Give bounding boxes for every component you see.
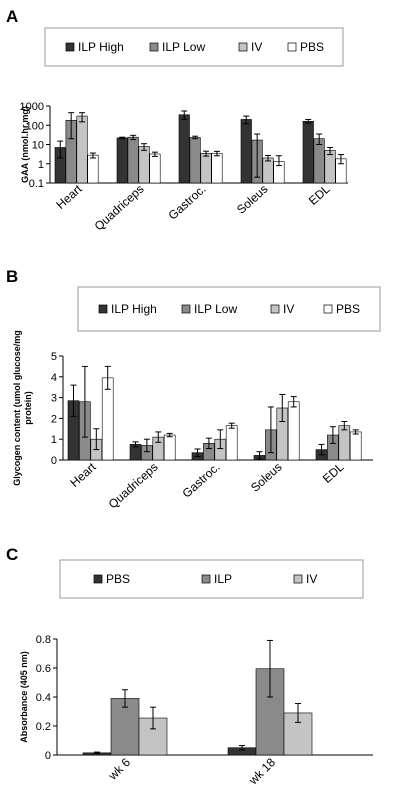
y-tick-label: 1000 bbox=[20, 101, 44, 113]
legend-swatch bbox=[323, 304, 333, 314]
panel-letter-c: C bbox=[6, 545, 18, 564]
chart-panel-c: PBS ILP IV 0 0.2 0.4 0.6 0.8 Absorbance (405 nm)… bbox=[19, 559, 373, 788]
y-tick-label: 0.8 bbox=[36, 634, 51, 646]
bar bbox=[240, 119, 252, 184]
bar bbox=[138, 717, 168, 756]
x-tick-label: wk 18 bbox=[245, 755, 278, 788]
legend-label: IV bbox=[306, 572, 317, 586]
y-tick-label: 5 bbox=[51, 351, 57, 363]
legend-swatch bbox=[181, 304, 191, 314]
x-tick-label: wk 6 bbox=[105, 755, 133, 783]
y-tick-label: 0.6 bbox=[36, 663, 51, 675]
y-tick-label: 0 bbox=[45, 750, 51, 762]
x-tick-label: EDL bbox=[306, 182, 333, 208]
bar bbox=[101, 377, 114, 461]
panel-letter-b: B bbox=[6, 267, 18, 286]
y-tick-label: 3 bbox=[51, 393, 57, 405]
chart-panel-b: ILP High ILP Low IV PBS 0 1 2 3 4 5 Glycogen conte… bbox=[12, 286, 381, 511]
bar bbox=[149, 153, 161, 184]
legend-swatch bbox=[238, 42, 248, 52]
y-tick-label: 0.4 bbox=[36, 692, 51, 704]
legend-label: PBS bbox=[300, 40, 324, 54]
y-tick-label: 100 bbox=[26, 120, 44, 132]
legend-swatch bbox=[270, 304, 280, 314]
legend-swatch bbox=[201, 574, 211, 584]
legend-label: ILP High bbox=[111, 302, 157, 316]
bar bbox=[211, 152, 223, 184]
bar bbox=[178, 114, 190, 184]
legend-swatch bbox=[98, 304, 108, 314]
y-tick-label: 2 bbox=[51, 413, 57, 425]
legend-label: IV bbox=[283, 302, 294, 316]
y-axis-label: Absorbance (405 nm) bbox=[19, 651, 29, 743]
legend-swatch bbox=[93, 574, 103, 584]
legend-label: PBS bbox=[106, 572, 130, 586]
legend-label: PBS bbox=[336, 302, 360, 316]
bar bbox=[225, 425, 238, 461]
bar bbox=[163, 434, 176, 461]
legend-swatch bbox=[293, 574, 303, 584]
x-tick-label: Soleus bbox=[234, 182, 271, 217]
legend-box bbox=[59, 559, 364, 599]
bar bbox=[87, 154, 99, 184]
legend-label: ILP Low bbox=[194, 302, 237, 316]
x-tick-label: EDL bbox=[320, 460, 347, 486]
bar bbox=[200, 152, 212, 184]
x-tick-label: Soleus bbox=[248, 460, 285, 495]
legend-label: ILP High bbox=[78, 40, 124, 54]
bar bbox=[338, 425, 351, 461]
bar bbox=[189, 137, 201, 184]
legend-swatch bbox=[149, 42, 159, 52]
y-axis-label: Glycogen content (umol glucose/mgprotein… bbox=[12, 330, 33, 486]
y-tick-label: 0.1 bbox=[29, 178, 44, 190]
bar bbox=[302, 121, 314, 184]
legend-label: IV bbox=[251, 40, 262, 54]
x-tick-label: Gastroc. bbox=[180, 460, 223, 501]
bar bbox=[349, 431, 362, 461]
x-tick-label: Quadriceps bbox=[106, 460, 161, 511]
panel-letter-a: A bbox=[6, 7, 18, 26]
bar bbox=[262, 157, 274, 184]
x-tick-label: Heart bbox=[67, 459, 99, 489]
legend-label: ILP Low bbox=[162, 40, 205, 54]
bar bbox=[287, 401, 300, 461]
bar bbox=[138, 146, 150, 184]
y-tick-label: 1 bbox=[51, 434, 57, 446]
legend-label: ILP bbox=[214, 572, 232, 586]
y-tick-label: 4 bbox=[51, 372, 57, 384]
bar bbox=[127, 136, 139, 184]
y-tick-label: 0 bbox=[51, 455, 57, 467]
bar bbox=[324, 149, 336, 184]
y-tick-label: 10 bbox=[32, 140, 44, 152]
y-tick-label: 0.2 bbox=[36, 721, 51, 733]
x-tick-label: Heart bbox=[53, 181, 85, 211]
bar bbox=[116, 137, 128, 184]
legend-swatch bbox=[65, 42, 75, 52]
y-axis-label: GAA (nmol.hr.mg) bbox=[20, 106, 30, 183]
x-tick-label: Quadriceps bbox=[92, 182, 147, 233]
bar bbox=[76, 115, 88, 184]
legend-swatch bbox=[287, 42, 297, 52]
x-tick-label: Gastroc. bbox=[166, 182, 209, 223]
y-tick-label: 1 bbox=[38, 159, 44, 171]
bar bbox=[313, 138, 325, 184]
bar bbox=[110, 698, 140, 756]
